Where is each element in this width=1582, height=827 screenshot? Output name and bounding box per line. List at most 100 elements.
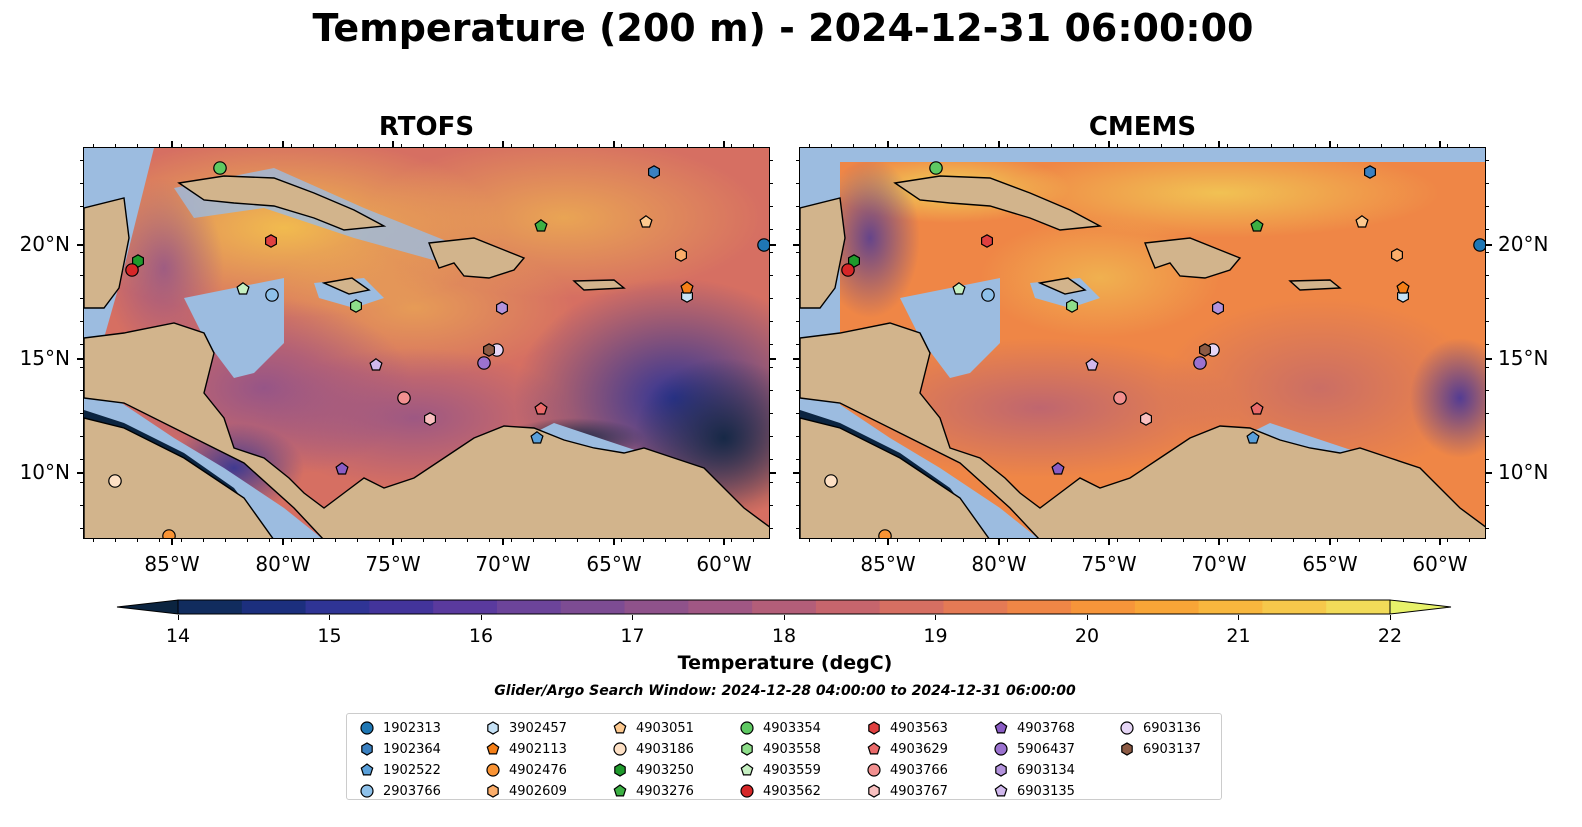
circle-marker-icon [994, 742, 1008, 756]
pentagon-marker-icon [994, 784, 1008, 797]
float-marker-4903051[interactable] [639, 215, 653, 228]
hexagon-marker-icon [995, 763, 1007, 777]
float-marker-4902609[interactable] [674, 248, 688, 262]
legend-label: 4903558 [763, 741, 821, 757]
float-marker-5906437[interactable] [1193, 356, 1207, 370]
hexagon-marker-icon [361, 742, 373, 756]
float-marker-4903766[interactable] [1113, 391, 1127, 405]
float-marker-6903137[interactable] [1199, 343, 1211, 357]
float-marker-4903186[interactable] [108, 474, 122, 488]
float-marker-4903767[interactable] [424, 412, 436, 426]
colorbar-cell [433, 600, 498, 614]
axis-tick [1117, 539, 1118, 542]
axis-tick [1425, 144, 1426, 147]
float-marker-6903137[interactable] [483, 343, 495, 357]
axis-tick [770, 206, 773, 207]
float-marker-4903354[interactable] [929, 161, 943, 175]
axis-tick [796, 275, 799, 276]
float-marker-4903768[interactable] [335, 462, 349, 475]
pentagon-marker-icon [867, 742, 881, 755]
axis-tick [853, 539, 854, 542]
axis-tick [1227, 539, 1228, 542]
axis-tick [770, 344, 773, 345]
float-marker-4903563[interactable] [265, 234, 277, 248]
float-marker-6903134[interactable] [1212, 301, 1224, 315]
float-marker-4902476[interactable] [878, 529, 892, 539]
float-marker-1902522[interactable] [1246, 431, 1260, 444]
float-marker-1902364[interactable] [1363, 165, 1377, 179]
float-marker-4903354[interactable] [213, 161, 227, 175]
axis-tick-label: 15°N [19, 346, 70, 370]
circle-marker-icon [613, 742, 627, 756]
axis-tick [1447, 144, 1448, 147]
float-marker-6903135[interactable] [1085, 358, 1099, 371]
float-marker-4902113[interactable] [1396, 281, 1410, 294]
float-marker-4903766[interactable] [397, 391, 411, 405]
legend-item: 4902113 [485, 739, 567, 759]
float-marker-4902476[interactable] [162, 529, 176, 539]
map-rtofs[interactable] [83, 147, 770, 539]
axis-tick [159, 539, 160, 542]
float-marker-4903629[interactable] [534, 402, 548, 415]
colorbar-cell [879, 600, 944, 614]
float-marker-6903135[interactable] [369, 358, 383, 371]
float-marker-2903766[interactable] [981, 288, 995, 302]
map-cmems[interactable] [799, 147, 1486, 539]
search-window-subtitle: Glider/Argo Search Window: 2024-12-28 04… [494, 683, 1076, 699]
colorbar-tick-label: 16 [468, 625, 494, 647]
axis-tick [1381, 144, 1382, 147]
float-marker-4903562[interactable] [125, 263, 139, 277]
float-marker-1902313[interactable] [757, 238, 770, 252]
float-marker-4902113[interactable] [680, 281, 694, 294]
axis-tick [269, 539, 270, 542]
axis-tick [875, 144, 876, 147]
axis-tick [1315, 539, 1316, 542]
axis-tick [93, 539, 94, 542]
axis-tick [1469, 539, 1470, 542]
axis-tick-label: 70°W [1191, 552, 1247, 576]
float-marker-4903768[interactable] [1051, 462, 1065, 475]
float-marker-4903276[interactable] [534, 219, 548, 232]
float-marker-4903051[interactable] [1355, 215, 1369, 228]
float-marker-2903766[interactable] [265, 288, 279, 302]
axis-tick [665, 144, 666, 147]
hexagon-marker-icon [487, 721, 499, 735]
float-marker-4903559[interactable] [952, 282, 966, 295]
float-marker-1902364[interactable] [647, 165, 661, 179]
float-marker-6903134[interactable] [496, 301, 508, 315]
axis-tick [796, 321, 799, 322]
axis-tick [731, 539, 732, 542]
axis-tick-label: 75°W [1081, 552, 1137, 576]
float-marker-4903186[interactable] [824, 474, 838, 488]
axis-tick [577, 144, 578, 147]
legend-label: 4903051 [636, 720, 694, 736]
float-marker-1902522[interactable] [530, 431, 544, 444]
legend-item: 3902457 [485, 718, 567, 738]
float-marker-4903559[interactable] [236, 282, 250, 295]
axis-tick [80, 390, 83, 391]
float-marker-5906437[interactable] [477, 356, 491, 370]
legend-item: 4903629 [866, 739, 948, 759]
axis-tick [533, 539, 534, 542]
axis-tick [793, 244, 799, 246]
float-marker-4903558[interactable] [1066, 299, 1078, 313]
axis-tick [770, 367, 773, 368]
axis-tick [796, 505, 799, 506]
axis-tick [831, 144, 832, 147]
hexagon-marker-icon [614, 763, 626, 777]
float-marker-4903563[interactable] [981, 234, 993, 248]
axis-tick [1486, 298, 1489, 299]
float-marker-4903767[interactable] [1140, 412, 1152, 426]
float-marker-4902609[interactable] [1390, 248, 1404, 262]
hexagon-marker-icon [487, 784, 499, 798]
float-marker-4903276[interactable] [1250, 219, 1264, 232]
float-marker-1902313[interactable] [1473, 238, 1486, 252]
float-marker-4903558[interactable] [350, 299, 362, 313]
float-marker-4903562[interactable] [841, 263, 855, 277]
axis-tick [1486, 321, 1489, 322]
colorbar-cell [305, 600, 370, 614]
axis-tick [665, 539, 666, 542]
float-marker-4903629[interactable] [1250, 402, 1264, 415]
axis-tick [613, 539, 615, 545]
axis-tick [599, 539, 600, 542]
